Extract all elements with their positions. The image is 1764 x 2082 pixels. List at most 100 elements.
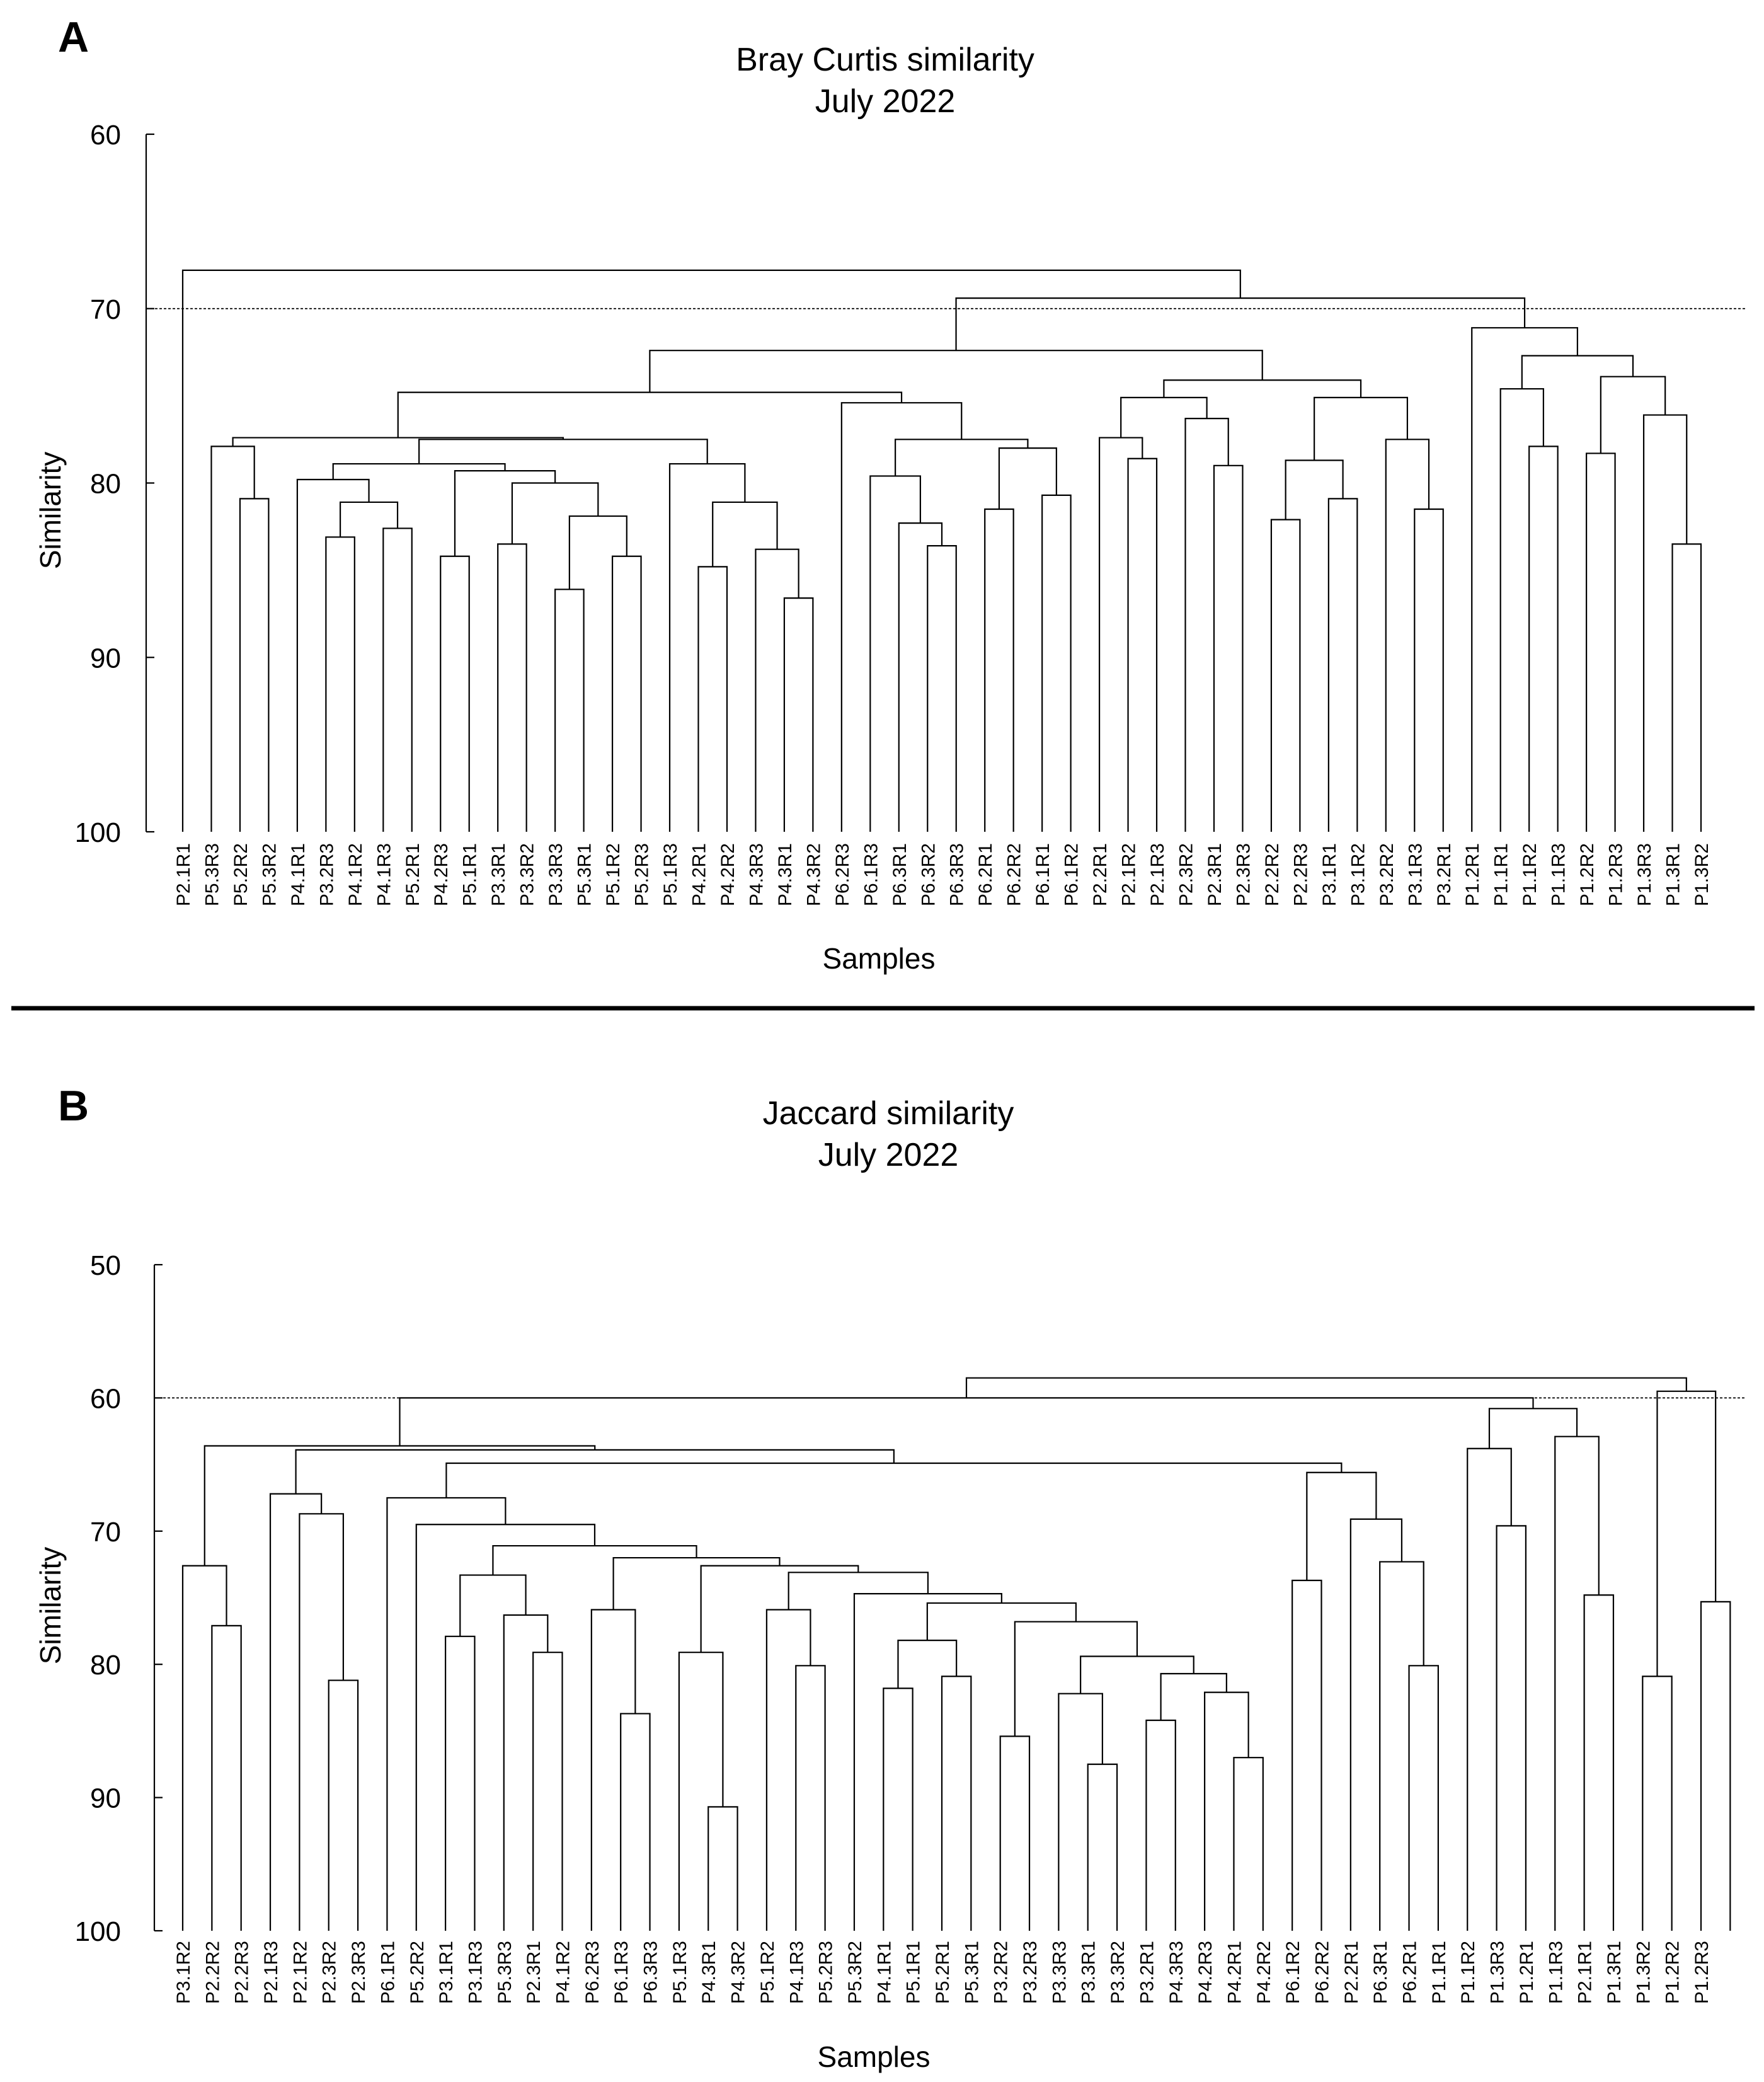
panel-a-leaf-label: P3.1R3 — [1405, 843, 1426, 906]
panel-b-merge-link — [707, 1806, 738, 1931]
panel-a-merge-link — [1528, 446, 1559, 832]
panel-a-merge-link — [898, 522, 943, 832]
panel-a-merge-link — [1671, 543, 1702, 832]
panel-b-dendrogram-links — [181, 1377, 1731, 1931]
panel-a-leaf-label: P1.1R2 — [1520, 843, 1540, 906]
panel-a-merge-link — [1499, 388, 1545, 832]
panel-a-merge-link — [712, 501, 778, 567]
panel-b-leaf-label: P3.2R1 — [1137, 1941, 1157, 2004]
panel-b-leaf-label: P5.3R3 — [495, 1941, 515, 2004]
panel-b-merge-link — [415, 1524, 596, 1931]
panel-b-leaf-label: P4.1R2 — [553, 1941, 574, 2004]
panel-b-x-axis-label: Samples — [818, 2040, 931, 2073]
panel-a-leaf-label: P5.1R3 — [660, 843, 681, 906]
panel-a-merge-link — [454, 470, 556, 556]
panel-a-leaf-label: P1.2R3 — [1606, 843, 1627, 906]
panel-a-leaf-label: P2.1R2 — [1119, 843, 1140, 906]
panel-a-merge-link — [325, 536, 355, 832]
panel-a-merge-link — [382, 527, 413, 832]
panel-b-merge-link — [1583, 1594, 1615, 1931]
panel-b-leaf-label: P2.1R3 — [261, 1941, 282, 2004]
panel-a-merge-link — [418, 439, 708, 464]
panel-a-leaf-label: P1.1R1 — [1491, 843, 1512, 906]
panel-a-leaf-label: P2.3R3 — [1233, 843, 1254, 906]
panel-b-merge-link — [999, 1735, 1031, 1931]
panel-a-merge-link — [332, 463, 506, 480]
panel-b-leaf-label: P1.1R3 — [1545, 1941, 1566, 2004]
panel-a-leaf-label: P3.2R2 — [1377, 843, 1397, 906]
panel-a-leaf-label: P6.2R2 — [1004, 843, 1025, 906]
panel-a-leaf-label: P4.1R2 — [345, 843, 366, 906]
panel-a-leaf-label: P3.2R3 — [316, 843, 337, 906]
panel-a-y-tick-label: 70 — [90, 294, 121, 325]
panel-b-merge-link — [269, 1493, 323, 1931]
panel-b-merge-link — [1656, 1390, 1717, 1677]
panel-a-merge-link — [840, 402, 963, 832]
panel-a-dendrogram-links — [181, 269, 1702, 832]
panel-b-leaf-label: P1.3R1 — [1604, 1941, 1625, 2004]
panel-a-merge-link — [1184, 418, 1229, 832]
panel-b-leaf-label: P1.3R3 — [1487, 1941, 1508, 2004]
panel-b-leaf-label: P3.1R1 — [436, 1941, 457, 2004]
panel-a-leaf-label: P4.3R1 — [775, 843, 796, 906]
panel-b-leaf-label: P5.1R2 — [757, 1941, 778, 2004]
panel-b-leaf-label: P6.1R2 — [1283, 1941, 1303, 2004]
panel-b-merge-link — [328, 1679, 359, 1931]
panel-a-leaf-label: P4.1R1 — [288, 843, 309, 906]
panel-a-merge-link — [1285, 459, 1344, 520]
panel-a-leaf-label: P4.2R3 — [431, 843, 452, 906]
panel-a-merge-link — [668, 463, 746, 832]
panel-b-leaf-label: P1.1R2 — [1458, 1941, 1479, 2004]
panel-a-leaf-label: P6.3R2 — [918, 843, 939, 906]
panel-b-merge-link — [883, 1688, 914, 1931]
panel-a-merge-link — [1270, 519, 1301, 832]
panel-b-leaf-label: P5.2R1 — [932, 1941, 953, 2004]
panel-a-y-tick-label: 100 — [75, 817, 121, 848]
panel-b-leaf-label: P4.2R2 — [1254, 1941, 1274, 2004]
panel-b-merge-link — [295, 1449, 895, 1494]
panel-a-merge-link — [1414, 508, 1444, 832]
panel-a-leaf-label: P5.2R1 — [403, 843, 423, 906]
panel-a-merge-link — [1642, 414, 1688, 832]
panel-b-merge-link — [445, 1462, 1343, 1498]
panel-a-leaf-label: P5.2R2 — [231, 843, 251, 906]
panel-a-leaf-label: P1.3R3 — [1634, 843, 1655, 906]
panel-b-title: Jaccard similarity — [763, 1095, 1014, 1132]
panel-a-merge-link — [568, 515, 627, 590]
panel-b-merge-link — [445, 1635, 476, 1931]
panel-b-leaf-label: P2.1R1 — [1575, 1941, 1596, 2004]
panel-b-leaf-label: P6.1R3 — [611, 1941, 632, 2004]
panel-b-leaf-label: P4.3R1 — [699, 1941, 719, 2004]
panel-a-leaf-label: P5.3R2 — [259, 843, 280, 906]
panel-a-leaf-label: P5.2R3 — [632, 843, 653, 906]
panel-b-merge-link — [926, 1602, 1077, 1641]
panel-b-leaf-label: P3.2R2 — [991, 1941, 1012, 2004]
panel-b-leaf-label: P6.3R3 — [641, 1941, 662, 2004]
panel-a-leaf-label: P6.1R3 — [861, 843, 881, 906]
panel-b-leaf-label: P2.1R2 — [290, 1941, 311, 2004]
panel-a-leaf-label: P6.3R1 — [890, 843, 910, 906]
panel-b-letter: B — [58, 1082, 89, 1130]
panel-b-y-tick-label: 100 — [75, 1916, 121, 1947]
panel-a-merge-link — [1327, 498, 1358, 832]
panel-b-merge-link — [399, 1397, 1534, 1446]
panel-b-leaf-label: P2.2R1 — [1341, 1941, 1362, 2004]
panel-b-merge-link — [1014, 1621, 1138, 1737]
panel-a-merge-link — [339, 501, 399, 538]
panel-b-leaf-label: P3.3R2 — [1108, 1941, 1128, 2004]
panel-a-merge-link — [984, 508, 1014, 832]
panel-b-leaf-label: P1.3R2 — [1633, 1941, 1654, 2004]
panel-b-merge-link — [1292, 1579, 1322, 1931]
panel-b-leaf-label: P4.2R3 — [1195, 1941, 1216, 2004]
panel-a-merge-link — [927, 545, 957, 832]
panel-b-y-tick-label: 60 — [90, 1383, 121, 1414]
panel-a-leaf-label: P4.2R2 — [718, 843, 738, 906]
panel-b-merge-link — [620, 1713, 651, 1931]
panel-b-y-tick-label: 90 — [90, 1783, 121, 1814]
panel-a-leaf-label: P6.1R1 — [1033, 843, 1053, 906]
panel-b-leaf-label: P4.3R2 — [728, 1941, 749, 2004]
panel-a-leaf-label: P4.3R3 — [746, 843, 767, 906]
panel-b-leaf-label: P3.1R3 — [465, 1941, 486, 2004]
panel-b-merge-link — [897, 1640, 958, 1689]
panel-a-leaf-label: P3.3R1 — [488, 843, 509, 906]
